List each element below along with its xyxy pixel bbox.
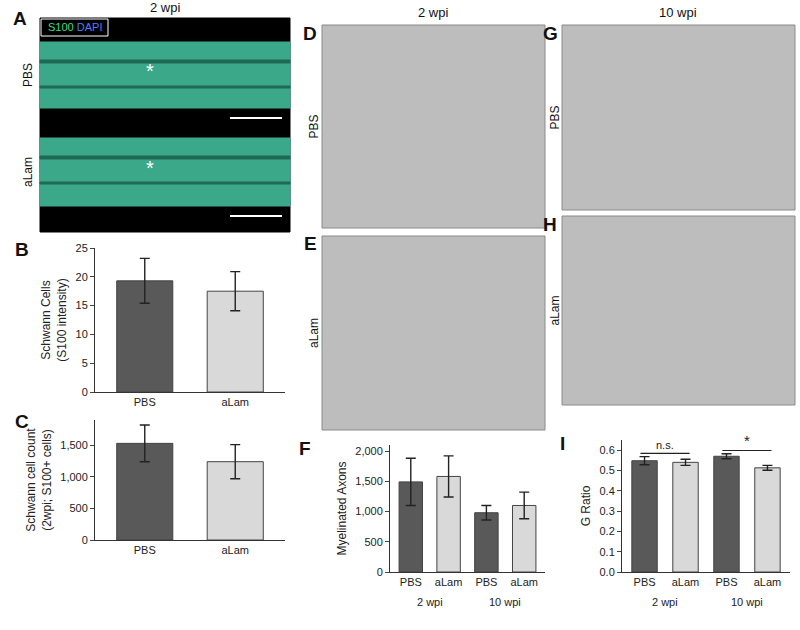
svg-text:G Ratio: G Ratio bbox=[579, 485, 593, 526]
svg-text:1,000: 1,000 bbox=[355, 505, 383, 517]
svg-text:0.1: 0.1 bbox=[600, 546, 615, 558]
svg-text:PBS: PBS bbox=[715, 576, 737, 588]
svg-text:aLam: aLam bbox=[21, 157, 35, 187]
svg-text:I: I bbox=[560, 433, 565, 454]
svg-text:PBS: PBS bbox=[307, 114, 321, 138]
svg-text:0.4: 0.4 bbox=[600, 485, 615, 497]
svg-text:A: A bbox=[13, 8, 27, 29]
svg-text:500: 500 bbox=[364, 536, 382, 548]
svg-text:1,000: 1,000 bbox=[60, 471, 88, 483]
svg-text:Schwann Cells(S100 intensity): Schwann Cells(S100 intensity) bbox=[39, 278, 69, 361]
svg-text:*: * bbox=[744, 432, 750, 449]
svg-text:aLam: aLam bbox=[435, 576, 463, 588]
svg-text:10 wpi: 10 wpi bbox=[731, 596, 763, 608]
svg-text:n.s.: n.s. bbox=[656, 439, 674, 451]
svg-text:B: B bbox=[15, 239, 29, 260]
svg-text:0.5: 0.5 bbox=[600, 464, 615, 476]
svg-text:0: 0 bbox=[82, 386, 88, 398]
svg-text:0.0: 0.0 bbox=[600, 566, 615, 578]
svg-text:10 wpi: 10 wpi bbox=[659, 5, 697, 20]
svg-text:0: 0 bbox=[82, 534, 88, 546]
svg-text:aLam: aLam bbox=[221, 396, 249, 408]
svg-text:2 wpi: 2 wpi bbox=[418, 5, 448, 20]
svg-text:aLam: aLam bbox=[754, 576, 782, 588]
svg-text:0: 0 bbox=[377, 566, 383, 578]
svg-text:C: C bbox=[15, 411, 29, 432]
svg-text:2 wpi: 2 wpi bbox=[150, 0, 180, 15]
svg-text:10: 10 bbox=[76, 328, 88, 340]
svg-text:E: E bbox=[304, 233, 317, 254]
svg-text:PBS: PBS bbox=[21, 63, 35, 87]
svg-text:20: 20 bbox=[76, 271, 88, 283]
svg-text:H: H bbox=[543, 214, 557, 235]
svg-text:500: 500 bbox=[69, 502, 87, 514]
svg-text:15: 15 bbox=[76, 299, 88, 311]
svg-text:aLam: aLam bbox=[221, 544, 249, 556]
svg-text:aLam: aLam bbox=[307, 318, 321, 348]
svg-text:G: G bbox=[543, 23, 558, 44]
svg-text:aLam: aLam bbox=[510, 576, 538, 588]
svg-text:*: * bbox=[146, 60, 154, 82]
svg-text:5: 5 bbox=[82, 357, 88, 369]
svg-text:0.6: 0.6 bbox=[600, 444, 615, 456]
svg-text:F: F bbox=[299, 438, 311, 459]
svg-text:PBS: PBS bbox=[548, 105, 562, 129]
svg-text:0.3: 0.3 bbox=[600, 505, 615, 517]
svg-text:2 wpi: 2 wpi bbox=[417, 596, 443, 608]
svg-text:D: D bbox=[303, 23, 317, 44]
svg-text:1,500: 1,500 bbox=[355, 475, 383, 487]
svg-text:PBS: PBS bbox=[400, 576, 422, 588]
svg-text:Schwann cell count(2wpi; S100+: Schwann cell count(2wpi; S100+ cells) bbox=[24, 428, 54, 532]
svg-text:aLam: aLam bbox=[548, 295, 562, 325]
svg-text:PBS: PBS bbox=[634, 576, 656, 588]
svg-text:2,000: 2,000 bbox=[355, 445, 383, 457]
svg-text:25: 25 bbox=[76, 242, 88, 254]
svg-text:PBS: PBS bbox=[134, 396, 156, 408]
svg-text:2 wpi: 2 wpi bbox=[652, 596, 678, 608]
svg-text:S100 DAPI: S100 DAPI bbox=[48, 21, 102, 33]
svg-text:PBS: PBS bbox=[134, 544, 156, 556]
svg-text:PBS: PBS bbox=[475, 576, 497, 588]
svg-text:Myelinated Axons: Myelinated Axons bbox=[335, 461, 349, 555]
svg-text:*: * bbox=[146, 157, 154, 179]
svg-text:1,500: 1,500 bbox=[60, 439, 88, 451]
svg-text:0.2: 0.2 bbox=[600, 525, 615, 537]
svg-text:10 wpi: 10 wpi bbox=[489, 596, 521, 608]
svg-text:aLam: aLam bbox=[672, 576, 700, 588]
